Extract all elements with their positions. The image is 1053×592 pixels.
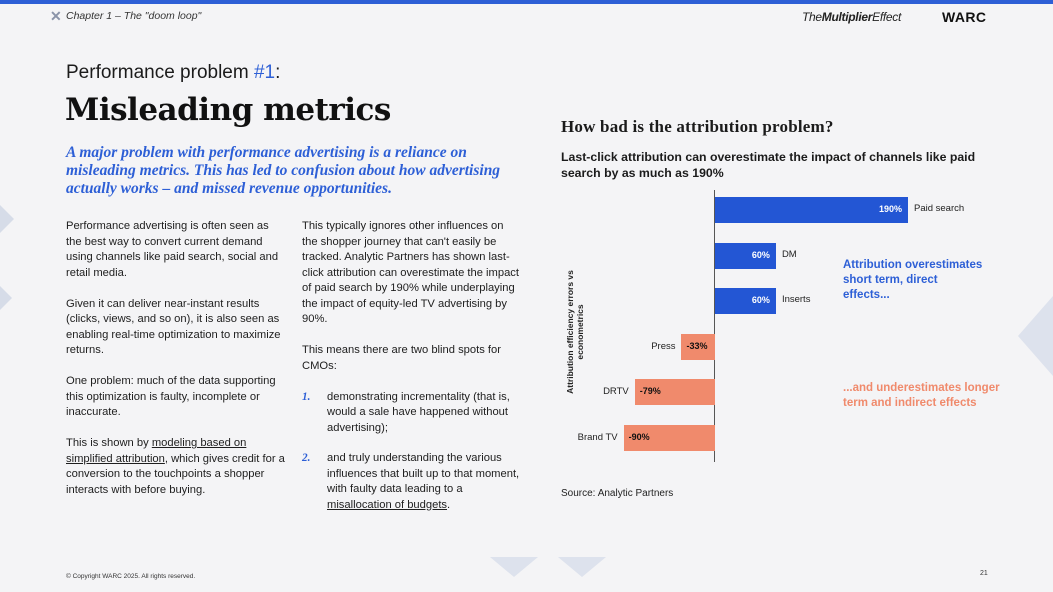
attribution-link[interactable]: modeling based on simplified attribution	[66, 437, 247, 465]
body-column-2: This typically ignores other influences …	[302, 219, 520, 528]
list-item: 2. and truly understanding the various in…	[302, 452, 520, 511]
chapter-text: Chapter 1 – The "doom loop"	[66, 10, 202, 22]
chapter-label: ✕ Chapter 1 – The "doom loop"	[50, 8, 202, 24]
lede-paragraph: A major problem with performance adverti…	[66, 144, 501, 197]
paragraph: This is shown by modeling based on simpl…	[66, 437, 285, 496]
chart-bar: 190%	[715, 197, 908, 223]
paragraph: One problem: much of the data supporting…	[66, 375, 276, 418]
close-icon[interactable]: ✕	[50, 8, 62, 24]
chart-bar: -33%	[681, 333, 715, 360]
chart-value-label: -33%	[686, 340, 708, 351]
decorative-triangle	[0, 205, 14, 233]
chart-category-label: Press	[651, 340, 676, 352]
annotation-underestimate: ...and underestimates longer term and in…	[843, 382, 1000, 409]
top-accent-bar	[0, 0, 1053, 4]
chart-value-label: 190%	[878, 204, 902, 214]
copyright-text: © Copyright WARC 2025. All rights reserv…	[66, 573, 196, 580]
chart-title: How bad is the attribution problem?	[561, 117, 834, 136]
chart-bar: 60%	[715, 242, 776, 269]
chart-bar: -90%	[623, 424, 715, 451]
multiplier-effect-logo: TheMultiplierEffect	[802, 10, 902, 24]
paragraph: Performance advertising is often seen as…	[66, 220, 279, 279]
chart-value-label: 60%	[751, 295, 770, 305]
chart-zero-axis	[714, 190, 715, 462]
decorative-triangle	[490, 557, 538, 577]
chart-value-label: -79%	[639, 386, 661, 396]
paragraph: This means there are two blind spots for…	[302, 344, 501, 372]
paragraph: This typically ignores other influences …	[302, 220, 520, 325]
decorative-triangle	[1018, 296, 1053, 376]
chart-bar: 60%	[715, 288, 776, 314]
chart-value-label: -90%	[628, 431, 650, 442]
page-header: ✕ Chapter 1 – The "doom loop" TheMultipl…	[0, 8, 1053, 30]
list-item: 1. demonstrating incrementality (that is,…	[302, 390, 510, 434]
annotation-overestimate: Attribution overestimates short term, di…	[843, 259, 983, 301]
chart-subtitle: Last-click attribution can overestimate …	[561, 150, 976, 180]
decorative-triangle	[558, 557, 606, 577]
warc-logo: WARC	[942, 9, 987, 25]
chart-category-label: Paid search	[914, 203, 965, 214]
pretitle: Performance problem #1:	[66, 62, 281, 83]
page-title: Misleading metrics	[65, 92, 391, 128]
chart-y-axis-label: Attribution efficiency errors vs econome…	[565, 270, 585, 394]
chart-source: Source: Analytic Partners	[561, 488, 674, 499]
decorative-triangle	[0, 286, 12, 310]
chart-value-label: 60%	[751, 249, 770, 260]
chart-bar: -79%	[634, 379, 715, 405]
paragraph: Given it can deliver near-instant result…	[66, 297, 281, 357]
body-column-1: Performance advertising is often seen as…	[66, 219, 286, 514]
page-number: 21	[980, 570, 988, 577]
chart-category-label: DM	[781, 248, 797, 260]
chart-category-label: Inserts	[781, 294, 811, 305]
chart-category-label: Brand TV	[577, 431, 618, 443]
blind-spots-list: 1. demonstrating incrementality (that is,…	[302, 390, 520, 514]
misallocation-link[interactable]: misallocation of budgets	[327, 498, 448, 511]
chart-category-label: DRTV	[603, 386, 629, 397]
